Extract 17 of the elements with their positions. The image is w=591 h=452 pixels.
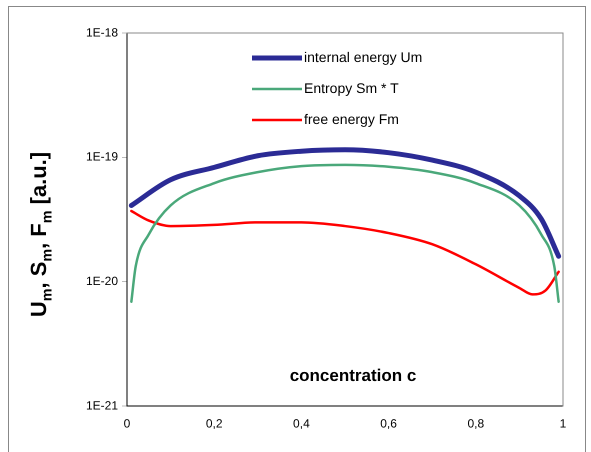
y-tick-label: 1E-18 <box>86 25 118 40</box>
legend-label: internal energy Um <box>304 48 422 65</box>
y-tick-label: 1E-20 <box>86 274 118 288</box>
x-tick-label: 1 <box>560 416 567 431</box>
legend-label: free energy Fm <box>304 110 399 127</box>
legend-label: Entropy Sm * T <box>304 80 400 96</box>
x-tick-label: 0,4 <box>293 416 310 431</box>
line-series <box>130 210 560 296</box>
x-tick-label: 0,2 <box>206 416 223 431</box>
y-tick-label: 1E-19 <box>86 150 118 164</box>
y-axis-title: Um, Sm, Fm [a.u.] <box>26 152 56 318</box>
x-axis-title: concentration c <box>290 366 416 385</box>
y-tick-label: 1E-21 <box>86 398 118 412</box>
x-tick-label: 0 <box>124 416 131 431</box>
x-tick-label: 0,6 <box>380 416 398 431</box>
x-tick-label: 0,8 <box>467 416 484 431</box>
line-series <box>130 164 560 303</box>
